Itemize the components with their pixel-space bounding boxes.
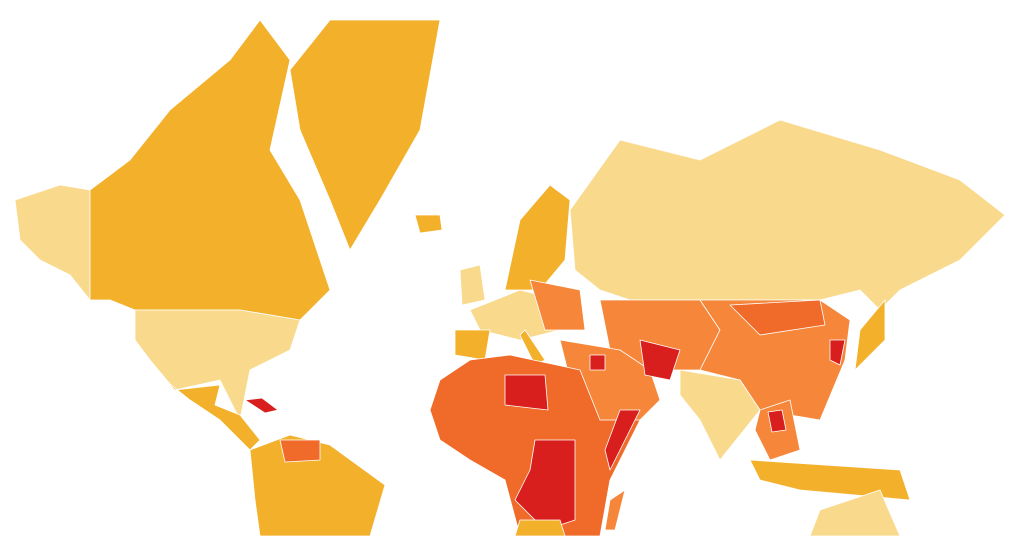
spain bbox=[454, 329, 491, 361]
venezuela bbox=[279, 439, 321, 463]
syria bbox=[589, 354, 606, 371]
korea bbox=[829, 339, 846, 366]
iceland bbox=[414, 214, 443, 234]
japan bbox=[854, 299, 886, 371]
uk bbox=[459, 264, 486, 306]
cuba bbox=[244, 397, 279, 414]
libya bbox=[504, 374, 549, 411]
greenland bbox=[289, 19, 441, 251]
alaska bbox=[14, 184, 91, 301]
south-america bbox=[249, 434, 386, 536]
mongolia bbox=[729, 299, 826, 336]
mexico bbox=[149, 364, 261, 451]
scandinavia bbox=[504, 184, 571, 291]
russia bbox=[569, 119, 1006, 311]
afghanistan bbox=[639, 339, 681, 381]
australia bbox=[809, 489, 901, 536]
somalia bbox=[604, 409, 641, 471]
usa bbox=[134, 309, 301, 421]
madagascar bbox=[604, 489, 626, 531]
eastern-europe bbox=[529, 279, 586, 331]
indonesia bbox=[749, 459, 911, 501]
canada bbox=[89, 19, 331, 321]
india bbox=[679, 369, 761, 461]
laos bbox=[767, 409, 787, 433]
southern-africa bbox=[514, 519, 566, 536]
